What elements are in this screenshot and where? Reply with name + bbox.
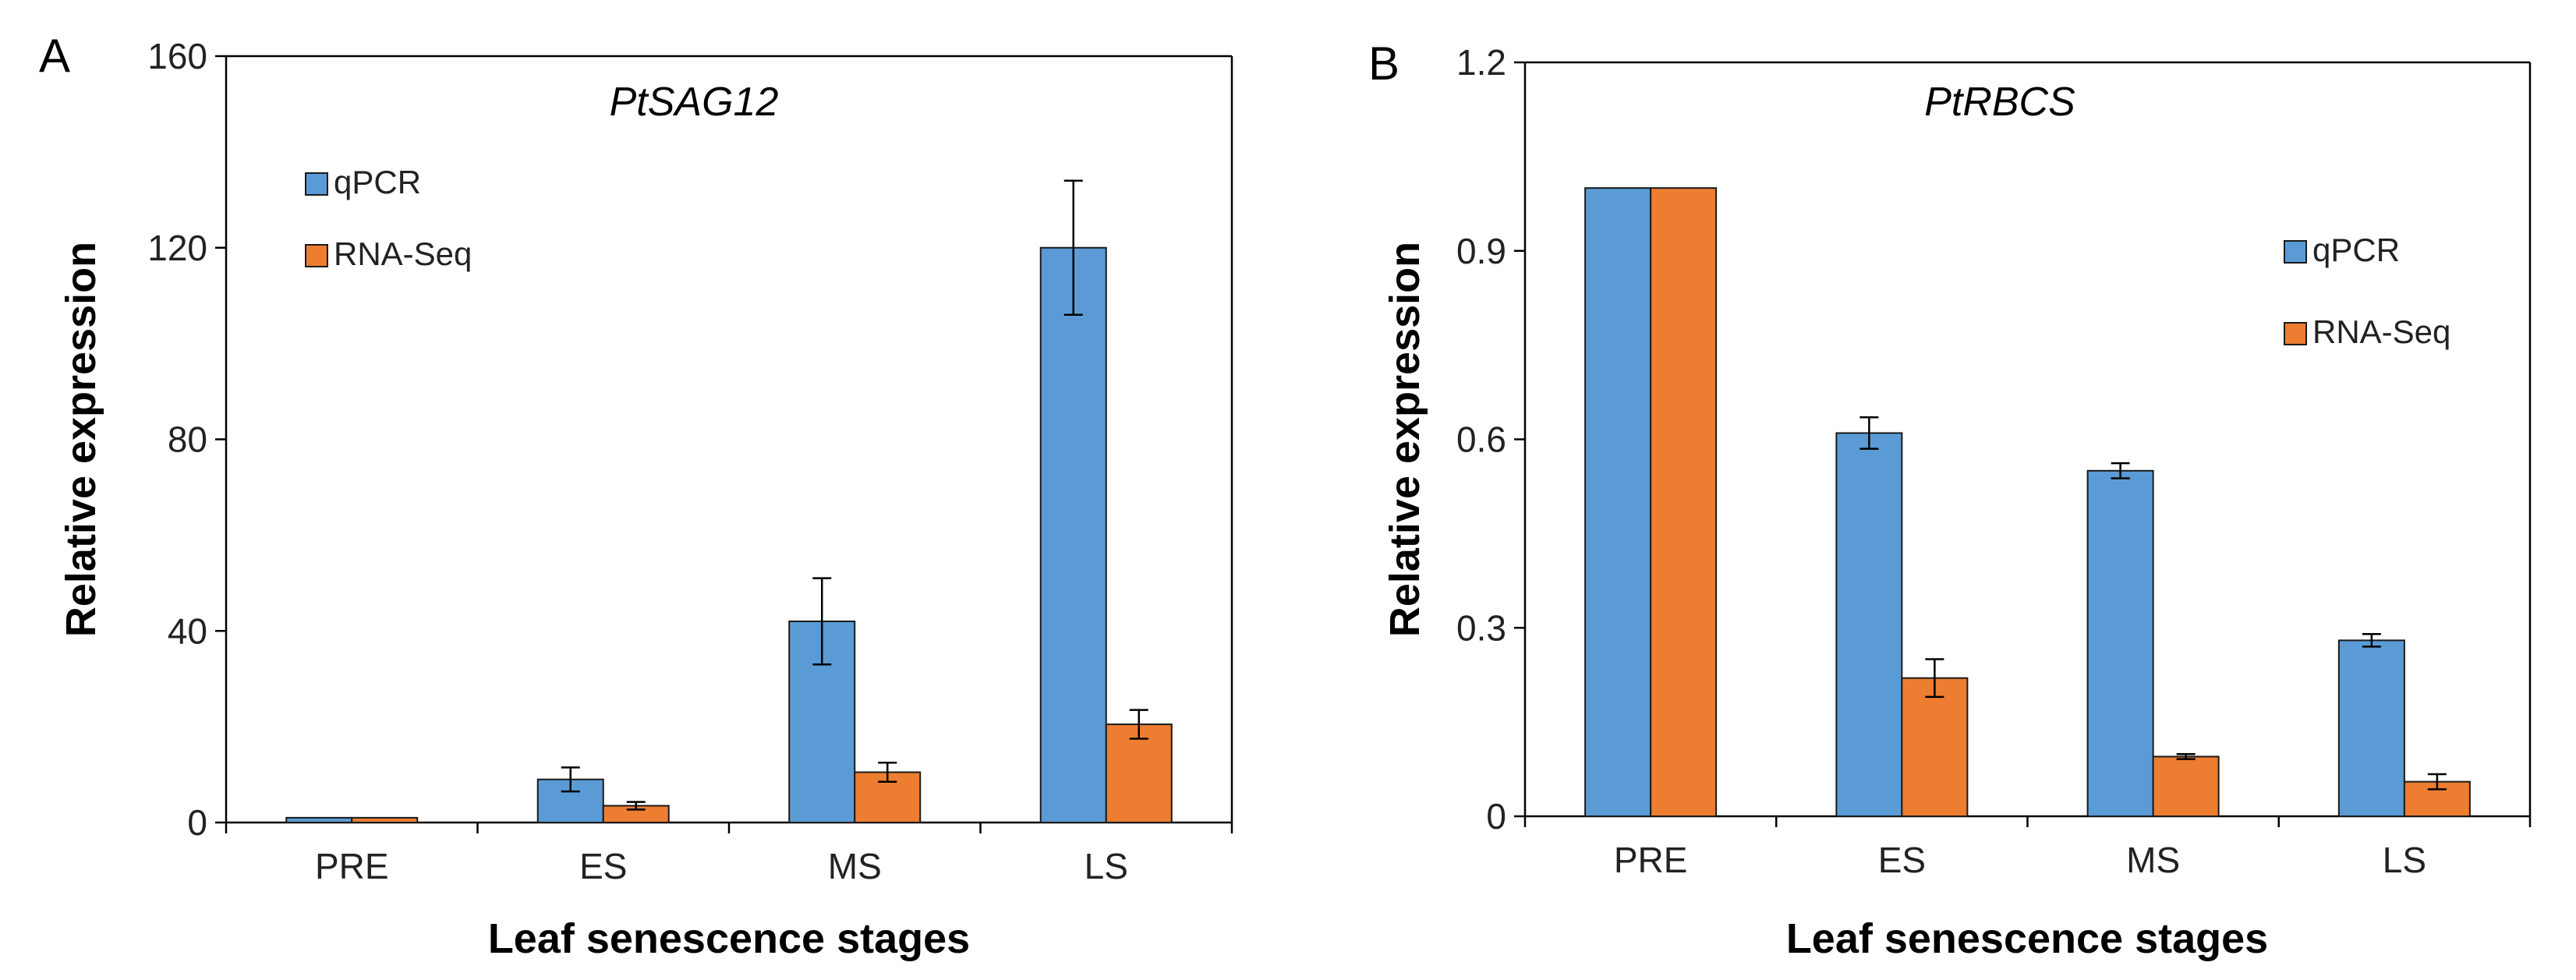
- y-tick-label: 120: [147, 228, 207, 268]
- bar-rna-seq: [854, 771, 922, 823]
- chart-title: PtSAG12: [610, 80, 779, 125]
- bar-rna-seq: [351, 816, 419, 823]
- y-tick-label: 0: [1486, 796, 1506, 837]
- chart-panel-b: B PtRBCS 0 0.3 0.6 0.9 1.2 PRE ES MS LS Relative ex…: [1368, 37, 2532, 962]
- bar-qpcr: [1835, 432, 1903, 817]
- chart-panel-a: A PtSAG12 0 40 80 120 160 PRE ES MS LS Relative exp…: [39, 30, 1233, 962]
- bar-qpcr: [536, 778, 604, 823]
- bar-qpcr: [2086, 469, 2154, 818]
- legend-swatch: [305, 244, 328, 267]
- y-axis-title: Relative expression: [58, 242, 104, 637]
- legend-label: RNA-Seq: [2312, 313, 2450, 350]
- y-tick-label: 0: [187, 802, 207, 843]
- bar-rna-seq: [1901, 677, 1969, 818]
- legend-swatch: [2284, 240, 2307, 264]
- x-tick-label: PRE: [315, 846, 389, 886]
- x-tick-label: PRE: [1614, 840, 1688, 880]
- bar-qpcr: [1584, 187, 1652, 817]
- y-axis-title: Relative expression: [1382, 242, 1428, 637]
- y-tick-label: 80: [168, 419, 207, 460]
- x-tick-label: LS: [1085, 846, 1128, 886]
- bar-qpcr: [1039, 246, 1107, 823]
- x-axis-title: Leaf senescence stages: [488, 915, 970, 962]
- x-axis-title: Leaf senescence stages: [1786, 915, 2268, 962]
- x-tick-label: MS: [2126, 840, 2180, 880]
- bar-qpcr: [285, 816, 353, 823]
- bar-rna-seq: [2152, 755, 2220, 818]
- y-tick-label: 0.3: [1456, 607, 1506, 648]
- bar-qpcr: [2337, 639, 2405, 817]
- legend-label: qPCR: [334, 164, 421, 200]
- x-tick-label: ES: [579, 846, 627, 886]
- panel-label: A: [39, 30, 70, 82]
- chart-title: PtRBCS: [1924, 80, 2075, 125]
- bar-rna-seq: [1650, 187, 1718, 817]
- y-tick-label: 40: [168, 610, 207, 651]
- legend-swatch: [2284, 322, 2307, 345]
- y-tick-label: 160: [147, 36, 207, 76]
- y-tick-label: 1.2: [1456, 42, 1506, 83]
- bar-rna-seq: [1105, 724, 1173, 823]
- legend-label: RNA-Seq: [334, 235, 472, 272]
- x-tick-label: MS: [828, 846, 882, 886]
- x-tick-label: LS: [2383, 840, 2426, 880]
- x-tick-label: ES: [1878, 840, 1926, 880]
- y-tick-label: 0.6: [1456, 419, 1506, 460]
- legend-swatch: [305, 172, 328, 196]
- panel-label: B: [1368, 37, 1399, 90]
- y-tick-label: 0.9: [1456, 231, 1506, 271]
- legend-label: qPCR: [2312, 232, 2400, 268]
